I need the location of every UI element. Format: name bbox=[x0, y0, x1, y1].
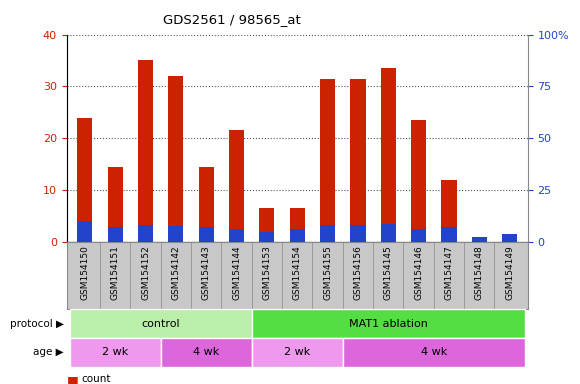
Bar bbox=[199, 167, 214, 242]
Bar bbox=[161, 338, 252, 367]
Bar bbox=[472, 237, 487, 242]
Bar bbox=[259, 232, 274, 242]
Text: GSM154144: GSM154144 bbox=[232, 245, 241, 300]
Text: GSM154151: GSM154151 bbox=[111, 245, 119, 300]
Text: GSM154145: GSM154145 bbox=[384, 245, 393, 300]
Text: control: control bbox=[142, 318, 180, 329]
Text: GSM154154: GSM154154 bbox=[293, 245, 302, 300]
Bar bbox=[168, 227, 183, 242]
Text: 2 wk: 2 wk bbox=[284, 347, 310, 358]
Text: GSM154153: GSM154153 bbox=[262, 245, 271, 300]
Text: 2 wk: 2 wk bbox=[102, 347, 128, 358]
Text: age ▶: age ▶ bbox=[33, 347, 64, 358]
Bar bbox=[320, 225, 335, 242]
Text: MAT1 ablation: MAT1 ablation bbox=[349, 318, 427, 329]
Text: GSM154150: GSM154150 bbox=[81, 245, 89, 300]
Text: GSM154149: GSM154149 bbox=[505, 245, 514, 300]
Bar bbox=[411, 120, 426, 242]
Bar bbox=[252, 309, 525, 338]
Text: GSM154152: GSM154152 bbox=[141, 245, 150, 300]
Bar bbox=[138, 225, 153, 242]
Text: GSM154147: GSM154147 bbox=[444, 245, 454, 300]
Bar bbox=[229, 131, 244, 242]
Bar bbox=[441, 180, 456, 242]
Bar bbox=[350, 225, 365, 242]
Bar bbox=[441, 227, 456, 242]
Bar bbox=[259, 208, 274, 242]
Bar bbox=[350, 79, 365, 242]
Bar bbox=[108, 227, 123, 242]
Bar bbox=[411, 230, 426, 242]
Text: GSM154156: GSM154156 bbox=[353, 245, 362, 300]
Bar bbox=[502, 233, 517, 242]
Bar bbox=[380, 68, 396, 242]
Text: protocol ▶: protocol ▶ bbox=[10, 318, 64, 329]
Bar bbox=[320, 79, 335, 242]
Bar bbox=[380, 224, 396, 242]
Bar bbox=[168, 76, 183, 242]
Text: GSM154146: GSM154146 bbox=[414, 245, 423, 300]
Bar bbox=[199, 227, 214, 242]
Text: count: count bbox=[81, 374, 111, 384]
Bar bbox=[289, 208, 305, 242]
Text: GSM154155: GSM154155 bbox=[323, 245, 332, 300]
Text: 4 wk: 4 wk bbox=[193, 347, 219, 358]
Bar bbox=[77, 221, 92, 242]
Bar bbox=[229, 230, 244, 242]
Bar bbox=[70, 309, 252, 338]
Bar bbox=[77, 118, 92, 242]
Text: 4 wk: 4 wk bbox=[420, 347, 447, 358]
Bar bbox=[70, 338, 161, 367]
Bar bbox=[138, 61, 153, 242]
Text: GSM154142: GSM154142 bbox=[172, 245, 180, 300]
Bar bbox=[289, 230, 305, 242]
Text: GSM154143: GSM154143 bbox=[202, 245, 211, 300]
Bar bbox=[472, 239, 487, 242]
Bar bbox=[343, 338, 525, 367]
Text: ■: ■ bbox=[67, 374, 78, 384]
Bar bbox=[108, 167, 123, 242]
Text: GSM154148: GSM154148 bbox=[475, 245, 484, 300]
Bar bbox=[252, 338, 343, 367]
Bar bbox=[502, 236, 517, 242]
Text: GDS2561 / 98565_at: GDS2561 / 98565_at bbox=[163, 13, 301, 26]
